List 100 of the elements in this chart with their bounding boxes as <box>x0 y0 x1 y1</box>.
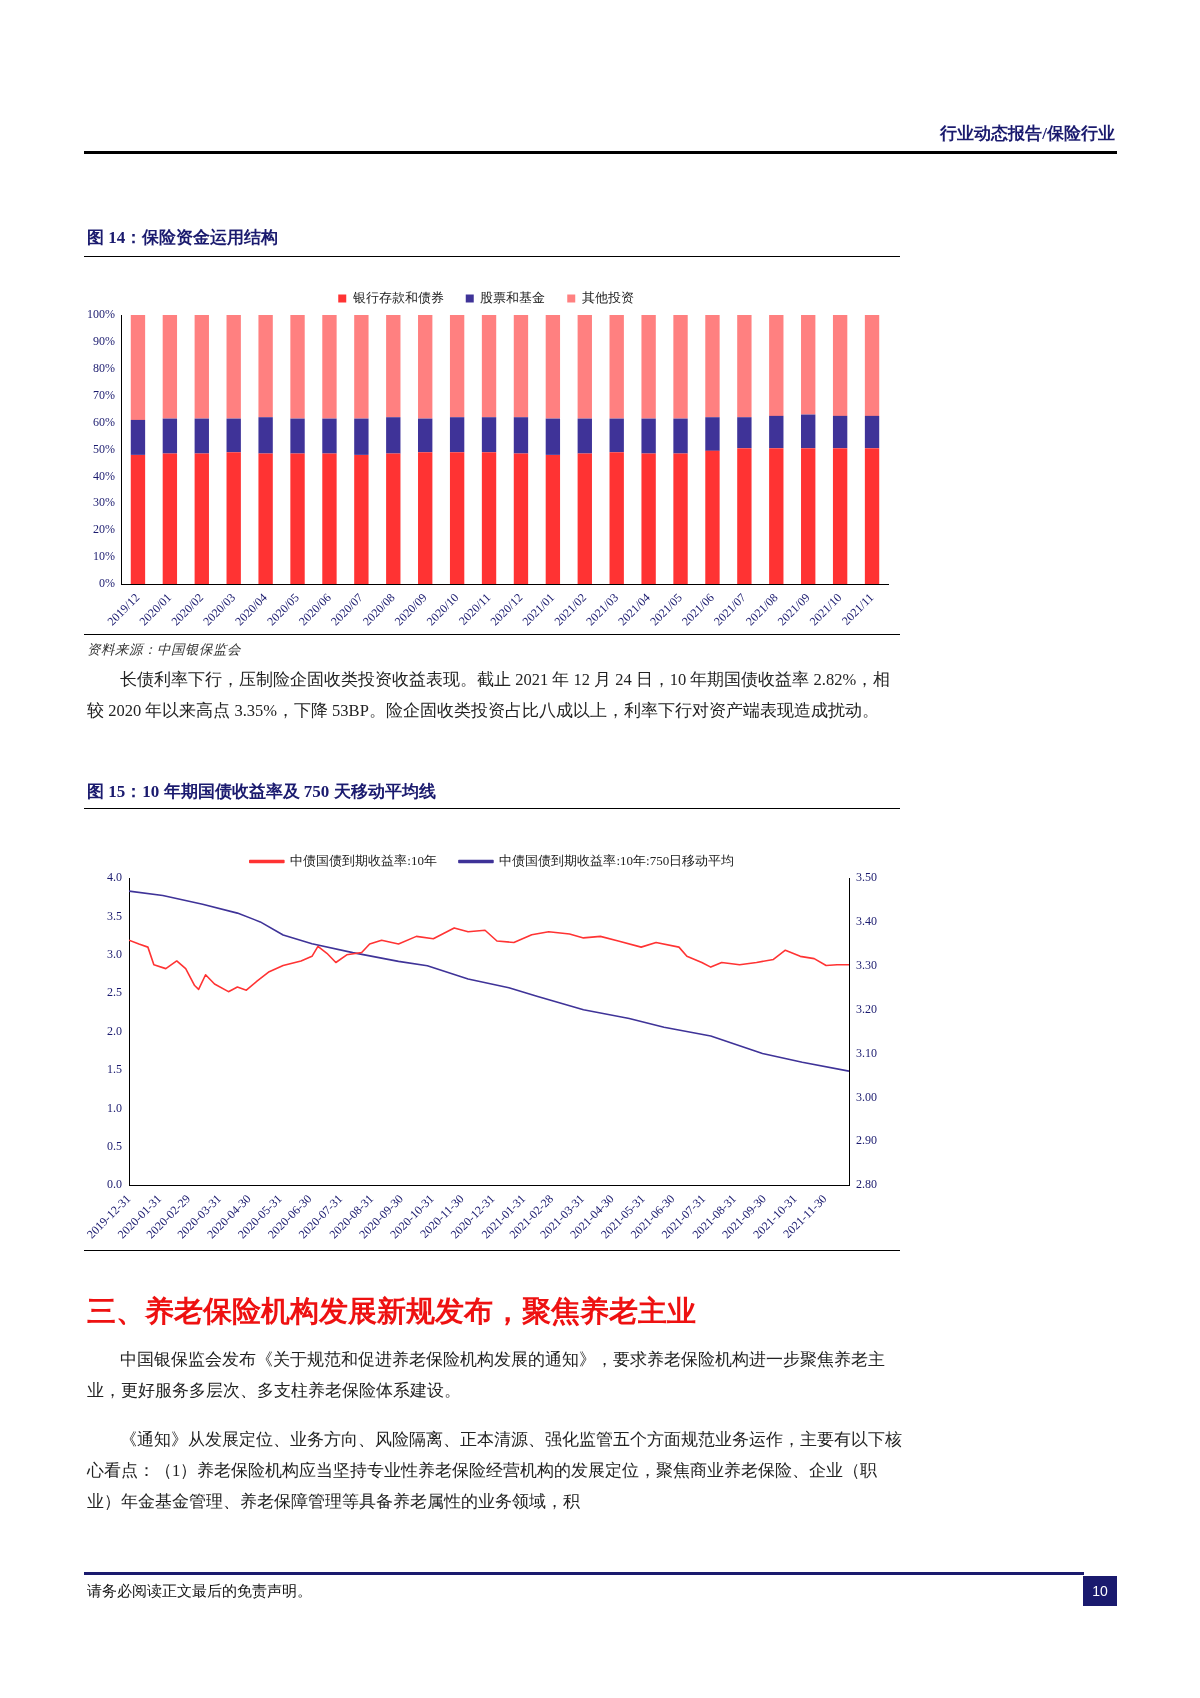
bar <box>481 452 497 584</box>
y-tick-label: 90% <box>93 334 115 349</box>
legend-label: 其他投资 <box>581 289 634 305</box>
text: 《通知》从发展定位、业务方向、风险隔离、正本清源、强化监管五个方面规范业务运作，主要有以下核心看点：（1）养老保险机构应当坚持专业性养老保险经营机构的发展定位，聚焦商业养老保险、企业（职业）年金基金管理、养老保障管理等具备养老属性的业务领域，积 <box>87 1429 902 1513</box>
bar <box>641 418 656 454</box>
bar <box>418 315 433 419</box>
y-tick-label: 4.0 <box>107 870 122 885</box>
y-tick-label: 0.0 <box>107 1177 122 1192</box>
bar <box>545 315 561 419</box>
bar <box>705 315 720 418</box>
bar <box>130 454 146 584</box>
legend-label: 中债国债到期收益率:10年:750日移动平均 <box>499 852 735 868</box>
bar <box>577 453 592 584</box>
bar <box>545 418 561 455</box>
y-tick-label: 20% <box>93 522 115 537</box>
bar <box>641 453 656 584</box>
text: 三、养老保险机构发展新规发布，聚焦养老主业 <box>87 1294 696 1329</box>
bar <box>832 448 848 584</box>
bar <box>258 315 273 418</box>
bar <box>290 453 305 584</box>
legend-label: 银行存款和债券 <box>351 289 444 305</box>
text: 请务必阅读正文最后的免责声明。 <box>87 1582 312 1601</box>
y-tick-label: 70% <box>93 387 115 402</box>
bar <box>769 415 784 449</box>
y-tick-label: 100% <box>87 307 115 322</box>
y-tick-label: 1.5 <box>107 1062 122 1077</box>
bar <box>801 414 816 449</box>
bar <box>545 454 561 584</box>
y2-tick-label: 2.80 <box>856 1177 877 1192</box>
bar <box>705 450 720 584</box>
y-tick-label: 50% <box>93 441 115 456</box>
bar <box>864 315 880 416</box>
y-tick-label: 80% <box>93 360 115 375</box>
text: 资料来源：中国银保监会 <box>87 641 241 659</box>
y2-tick-label: 3.20 <box>856 1001 877 1016</box>
bar <box>609 452 624 584</box>
y-tick-label: 30% <box>93 495 115 510</box>
bar <box>449 452 465 584</box>
y-tick-label: 0% <box>99 576 115 591</box>
bar <box>322 453 337 584</box>
bar <box>194 453 209 584</box>
bar <box>386 453 401 584</box>
bar <box>354 315 369 419</box>
bar <box>226 452 241 584</box>
bar <box>322 418 337 454</box>
bar <box>194 315 209 419</box>
bar <box>832 315 848 416</box>
bar <box>354 454 369 584</box>
bar <box>513 453 529 584</box>
bar <box>226 418 241 453</box>
y2-tick-label: 3.00 <box>856 1089 877 1104</box>
legend-label: 股票和基金 <box>480 289 546 305</box>
bar <box>673 315 688 419</box>
chart-title: 图 15：10 年期国债收益率及 750 天移动平均线 <box>87 781 436 803</box>
y-tick-label: 3.0 <box>107 946 122 961</box>
text: 长债利率下行，压制险企固收类投资收益表现。截止 2021 年 12 月 24 日，10 年期国债收益率 2.82%，相较 2020 年以来高点 3.35%，下降 53BP。险企固收类投资占比八成以上，利率下行对资产端表现造成扰动。 <box>87 669 892 722</box>
y-tick-label: 1.0 <box>107 1100 122 1115</box>
text: 行业动态报告/保险行业 <box>940 123 1115 145</box>
bar <box>258 453 273 584</box>
chart-title: 图 14：保险资金运用结构 <box>87 227 279 249</box>
bar <box>609 315 624 419</box>
bar <box>226 315 241 419</box>
y-tick-label: 2.5 <box>107 985 122 1000</box>
bar <box>801 315 816 415</box>
bar <box>769 448 784 584</box>
bar <box>162 315 178 419</box>
bar <box>513 315 529 418</box>
text: 中国银保监会发布《关于规范和促进养老保险机构发展的通知》，要求养老保险机构进一步聚焦养老主业，更好服务多层次、多支柱养老保险体系建设。 <box>87 1349 886 1402</box>
y2-tick-label: 3.40 <box>856 914 877 929</box>
bar <box>386 417 401 454</box>
bar <box>194 418 209 454</box>
bar <box>354 418 369 455</box>
bar <box>801 448 816 584</box>
y2-tick-label: 3.10 <box>856 1045 877 1060</box>
bar <box>130 419 146 455</box>
bar <box>162 418 178 454</box>
y-tick-label: 40% <box>93 468 115 483</box>
bar <box>290 418 305 454</box>
bar <box>577 418 592 454</box>
bar <box>449 315 465 418</box>
bar <box>864 448 880 584</box>
bar <box>673 453 688 584</box>
bar <box>418 418 433 453</box>
bar <box>513 417 529 454</box>
y-tick-label: 3.5 <box>107 908 122 923</box>
y2-tick-label: 2.90 <box>856 1133 877 1148</box>
y-tick-label: 60% <box>93 414 115 429</box>
bar <box>832 415 848 449</box>
bar <box>641 315 656 419</box>
bar <box>418 452 433 584</box>
bar <box>737 448 752 584</box>
bar <box>705 417 720 451</box>
bar <box>386 315 401 418</box>
bar <box>322 315 337 419</box>
bar <box>162 453 178 584</box>
y-tick-label: 2.0 <box>107 1023 122 1038</box>
bar <box>258 417 273 454</box>
bar <box>769 315 784 416</box>
y2-tick-label: 3.50 <box>856 870 877 885</box>
bar <box>130 315 146 420</box>
